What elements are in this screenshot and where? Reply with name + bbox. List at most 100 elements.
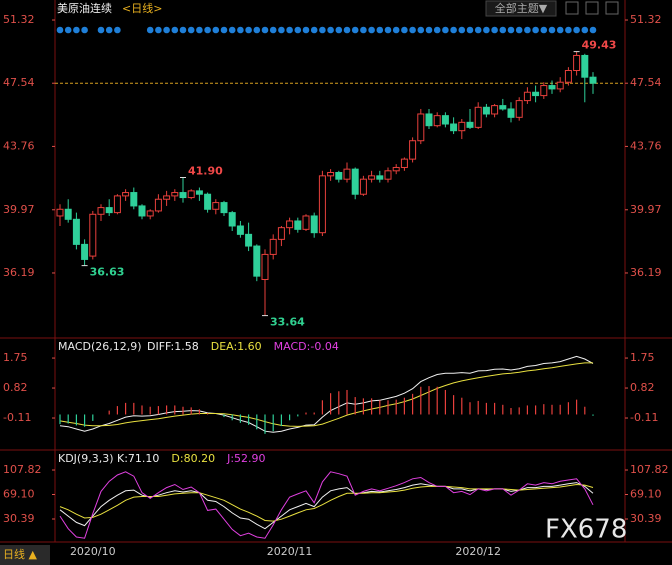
candle-body xyxy=(556,81,564,90)
signal-dot xyxy=(409,26,416,34)
candle-body xyxy=(507,108,515,118)
signal-dot xyxy=(483,26,490,34)
candle-body xyxy=(343,168,351,180)
candle-body xyxy=(245,233,253,247)
signal-dot xyxy=(64,26,72,34)
signal-dot xyxy=(220,26,228,34)
candle-body xyxy=(359,178,367,195)
signal-dot xyxy=(146,26,154,34)
signal-dot xyxy=(417,26,425,34)
panel-title: MACD(26,12,9) xyxy=(58,340,142,353)
signal-dot xyxy=(196,26,203,34)
candle-body xyxy=(400,158,408,168)
signal-dot xyxy=(73,26,80,34)
legend-entry: MACD:-0.04 xyxy=(274,340,339,353)
candle-body xyxy=(466,121,474,128)
candle-body xyxy=(105,207,113,214)
signal-dot xyxy=(384,26,392,34)
signal-dot xyxy=(507,26,515,34)
signal-dot xyxy=(540,26,548,34)
signal-dot xyxy=(237,26,244,34)
signal-dot xyxy=(212,26,220,34)
y-tick-label: 69.10 xyxy=(630,488,662,501)
candle-body xyxy=(474,106,482,128)
candle-body xyxy=(392,166,400,172)
series-line xyxy=(59,362,593,427)
candle-body xyxy=(425,113,433,127)
y-tick-label: 51.32 xyxy=(3,13,35,26)
icon[interactable] xyxy=(605,1,619,15)
signal-dot xyxy=(581,26,589,34)
signal-dot xyxy=(556,26,564,34)
signal-dot xyxy=(302,26,310,34)
candle-body xyxy=(589,76,597,84)
signal-dot xyxy=(548,26,556,34)
icon[interactable] xyxy=(565,1,579,15)
candle-body xyxy=(212,202,220,210)
signal-dot xyxy=(392,26,400,34)
period-button-box[interactable] xyxy=(0,545,50,565)
signal-dot xyxy=(442,26,449,34)
signal-dot xyxy=(376,26,384,34)
signal-dot xyxy=(105,26,113,34)
candle-body xyxy=(433,115,441,127)
signal-dot xyxy=(499,26,507,34)
candle-body xyxy=(228,212,236,227)
candle-body xyxy=(351,168,359,195)
candle-body xyxy=(573,54,581,72)
theme-button[interactable]: 全部主题▼ xyxy=(495,1,548,15)
candle-body xyxy=(417,113,425,142)
signal-dot xyxy=(81,26,88,34)
candle-body xyxy=(458,121,466,132)
y-tick-label: -0.11 xyxy=(630,411,658,424)
y-tick-label: 0.82 xyxy=(630,381,655,394)
candle-body xyxy=(327,171,335,177)
signal-dot xyxy=(335,26,343,34)
watermark: FX678 xyxy=(545,515,627,545)
y-tick-label: 39.97 xyxy=(630,203,662,216)
series-line xyxy=(59,483,594,522)
candle-body xyxy=(540,85,548,97)
y-tick-label: 1.75 xyxy=(3,351,28,364)
candle-body xyxy=(318,175,326,234)
candle-body xyxy=(56,208,64,217)
candle-body xyxy=(187,190,195,199)
candle-body xyxy=(499,105,507,110)
signal-dot xyxy=(474,26,482,34)
signal-dot xyxy=(163,26,170,34)
candle-body xyxy=(482,106,490,115)
candle-body xyxy=(122,192,130,197)
y-tick-label: 107.82 xyxy=(3,463,42,476)
annotation: 36.63 xyxy=(90,266,125,279)
signal-dot xyxy=(245,26,252,34)
signal-dot xyxy=(458,26,466,34)
candle-body xyxy=(64,208,72,220)
signal-dot xyxy=(294,26,302,34)
candle-body xyxy=(97,207,105,215)
signal-dot xyxy=(310,26,318,34)
series-line xyxy=(59,355,594,433)
candle-body xyxy=(253,245,261,277)
candle-body xyxy=(269,238,277,255)
candle-body xyxy=(130,192,138,207)
signal-dot xyxy=(433,26,441,34)
candle-body xyxy=(138,205,146,217)
candle-body xyxy=(384,170,392,180)
signal-dot xyxy=(269,26,277,34)
y-tick-label: 30.39 xyxy=(3,512,35,525)
candle-body xyxy=(523,91,531,102)
x-tick-label: 2020/12 xyxy=(455,545,501,558)
signal-dot xyxy=(343,26,351,34)
signal-dot xyxy=(491,26,498,34)
candle-body xyxy=(154,198,162,212)
y-tick-label: 43.76 xyxy=(3,139,35,152)
icon[interactable] xyxy=(585,1,599,15)
signal-dot xyxy=(589,26,597,34)
theme-button-box[interactable] xyxy=(485,0,557,17)
period-button[interactable]: 日线 ▲ xyxy=(3,547,37,561)
candle-body xyxy=(277,227,285,240)
legend-entry: D:80.20 xyxy=(171,452,215,465)
